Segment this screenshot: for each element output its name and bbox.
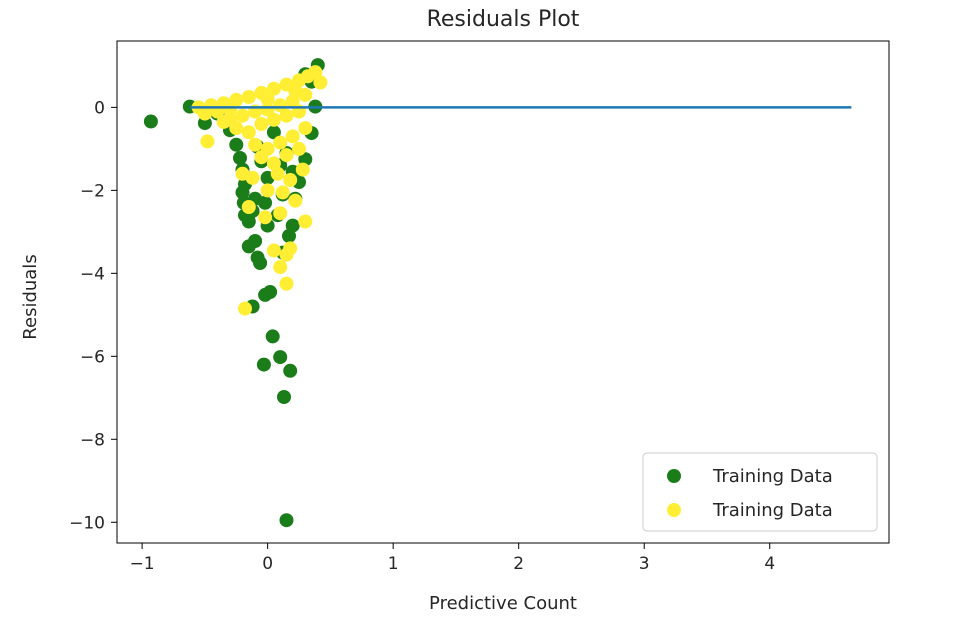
y-tick-label: −8	[80, 430, 105, 450]
data-point-s1-11	[313, 75, 328, 90]
data-point-s1-44	[260, 183, 275, 198]
data-point-s0-6	[233, 151, 247, 165]
data-point-s1-4	[241, 90, 256, 104]
data-point-s1-26	[266, 112, 281, 127]
y-tick-label: −6	[80, 347, 105, 367]
data-point-s1-37	[292, 141, 306, 156]
data-point-s1-55	[238, 301, 252, 316]
data-point-s0-23	[256, 357, 271, 372]
y-tick-label: −10	[69, 513, 105, 533]
data-point-s1-18	[273, 98, 288, 113]
data-point-s1-32	[273, 135, 288, 150]
data-point-s1-21	[200, 134, 215, 149]
data-point-s0-21	[263, 285, 278, 299]
data-point-s1-36	[279, 148, 294, 163]
data-point-s1-12	[197, 106, 212, 121]
x-axis: −1 0 1 2 3 4	[130, 543, 775, 574]
x-tick-label: 0	[262, 554, 273, 574]
data-point-s1-25	[254, 117, 269, 131]
data-point-s0-0	[143, 114, 158, 129]
data-point-s1-58	[260, 92, 275, 107]
data-point-s1-57	[288, 83, 303, 98]
data-point-s1-56	[223, 112, 237, 127]
x-tick-label: 3	[639, 554, 650, 574]
data-point-s0-27	[279, 513, 294, 528]
x-axis-title: Predictive Count	[429, 593, 577, 614]
data-point-s1-10	[308, 65, 323, 80]
data-point-s1-15	[235, 108, 250, 123]
data-point-s0-22	[265, 329, 280, 344]
y-axis-title: Residuals	[20, 254, 41, 339]
data-point-s1-50	[266, 243, 281, 258]
y-tick-label: −2	[80, 181, 105, 201]
data-point-s0-44	[266, 125, 281, 140]
data-point-s1-49	[298, 214, 313, 229]
data-point-s0-25	[283, 363, 298, 378]
data-point-s0-18	[253, 256, 268, 270]
data-point-s1-17	[260, 102, 275, 117]
data-point-s1-52	[283, 241, 298, 256]
data-point-s0-26	[277, 390, 291, 404]
legend-label-yellow: Training Data	[712, 500, 833, 521]
data-point-s0-16	[248, 234, 263, 248]
data-point-s1-48	[273, 206, 288, 221]
x-tick-label: −1	[130, 554, 155, 574]
data-point-s1-59	[216, 98, 231, 113]
x-tick-label: 4	[764, 554, 775, 574]
data-point-s1-43	[241, 200, 256, 214]
x-tick-label: 2	[513, 554, 524, 574]
data-point-s0-48	[258, 195, 273, 210]
data-point-s1-40	[270, 166, 285, 181]
legend-box	[642, 452, 878, 532]
legend-marker-yellow	[667, 503, 681, 517]
x-tick-label: 1	[388, 554, 399, 574]
data-point-s1-27	[279, 108, 294, 123]
data-point-s1-30	[248, 137, 263, 152]
chart-title: Residuals Plot	[427, 7, 580, 32]
data-point-s1-45	[275, 185, 290, 200]
y-tick-label: 0	[94, 98, 105, 118]
data-point-s0-9	[235, 185, 250, 200]
data-point-s0-24	[273, 350, 288, 365]
points-layer	[143, 58, 328, 528]
data-point-s1-6	[266, 81, 281, 96]
data-point-s1-33	[285, 129, 300, 144]
data-point-s1-39	[245, 170, 260, 185]
legend-marker-green	[667, 469, 681, 483]
data-point-s1-24	[241, 125, 256, 140]
legend-label-green: Training Data	[712, 466, 833, 487]
data-point-s0-30	[285, 218, 300, 233]
data-point-s1-54	[279, 276, 294, 291]
data-point-s1-34	[254, 150, 269, 165]
plot-frame	[116, 40, 890, 544]
data-point-s1-46	[288, 193, 303, 208]
y-tick-label: −4	[80, 264, 105, 284]
data-point-s0-5	[229, 137, 244, 152]
legend: Training Data Training Data	[642, 452, 878, 532]
y-axis: 0 −2 −4 −6 −8 −10	[69, 98, 117, 533]
data-point-s1-29	[298, 121, 313, 136]
data-point-s1-53	[273, 260, 288, 275]
data-point-s1-41	[283, 173, 298, 187]
data-point-s1-42	[295, 162, 310, 177]
data-point-s1-47	[258, 210, 273, 225]
